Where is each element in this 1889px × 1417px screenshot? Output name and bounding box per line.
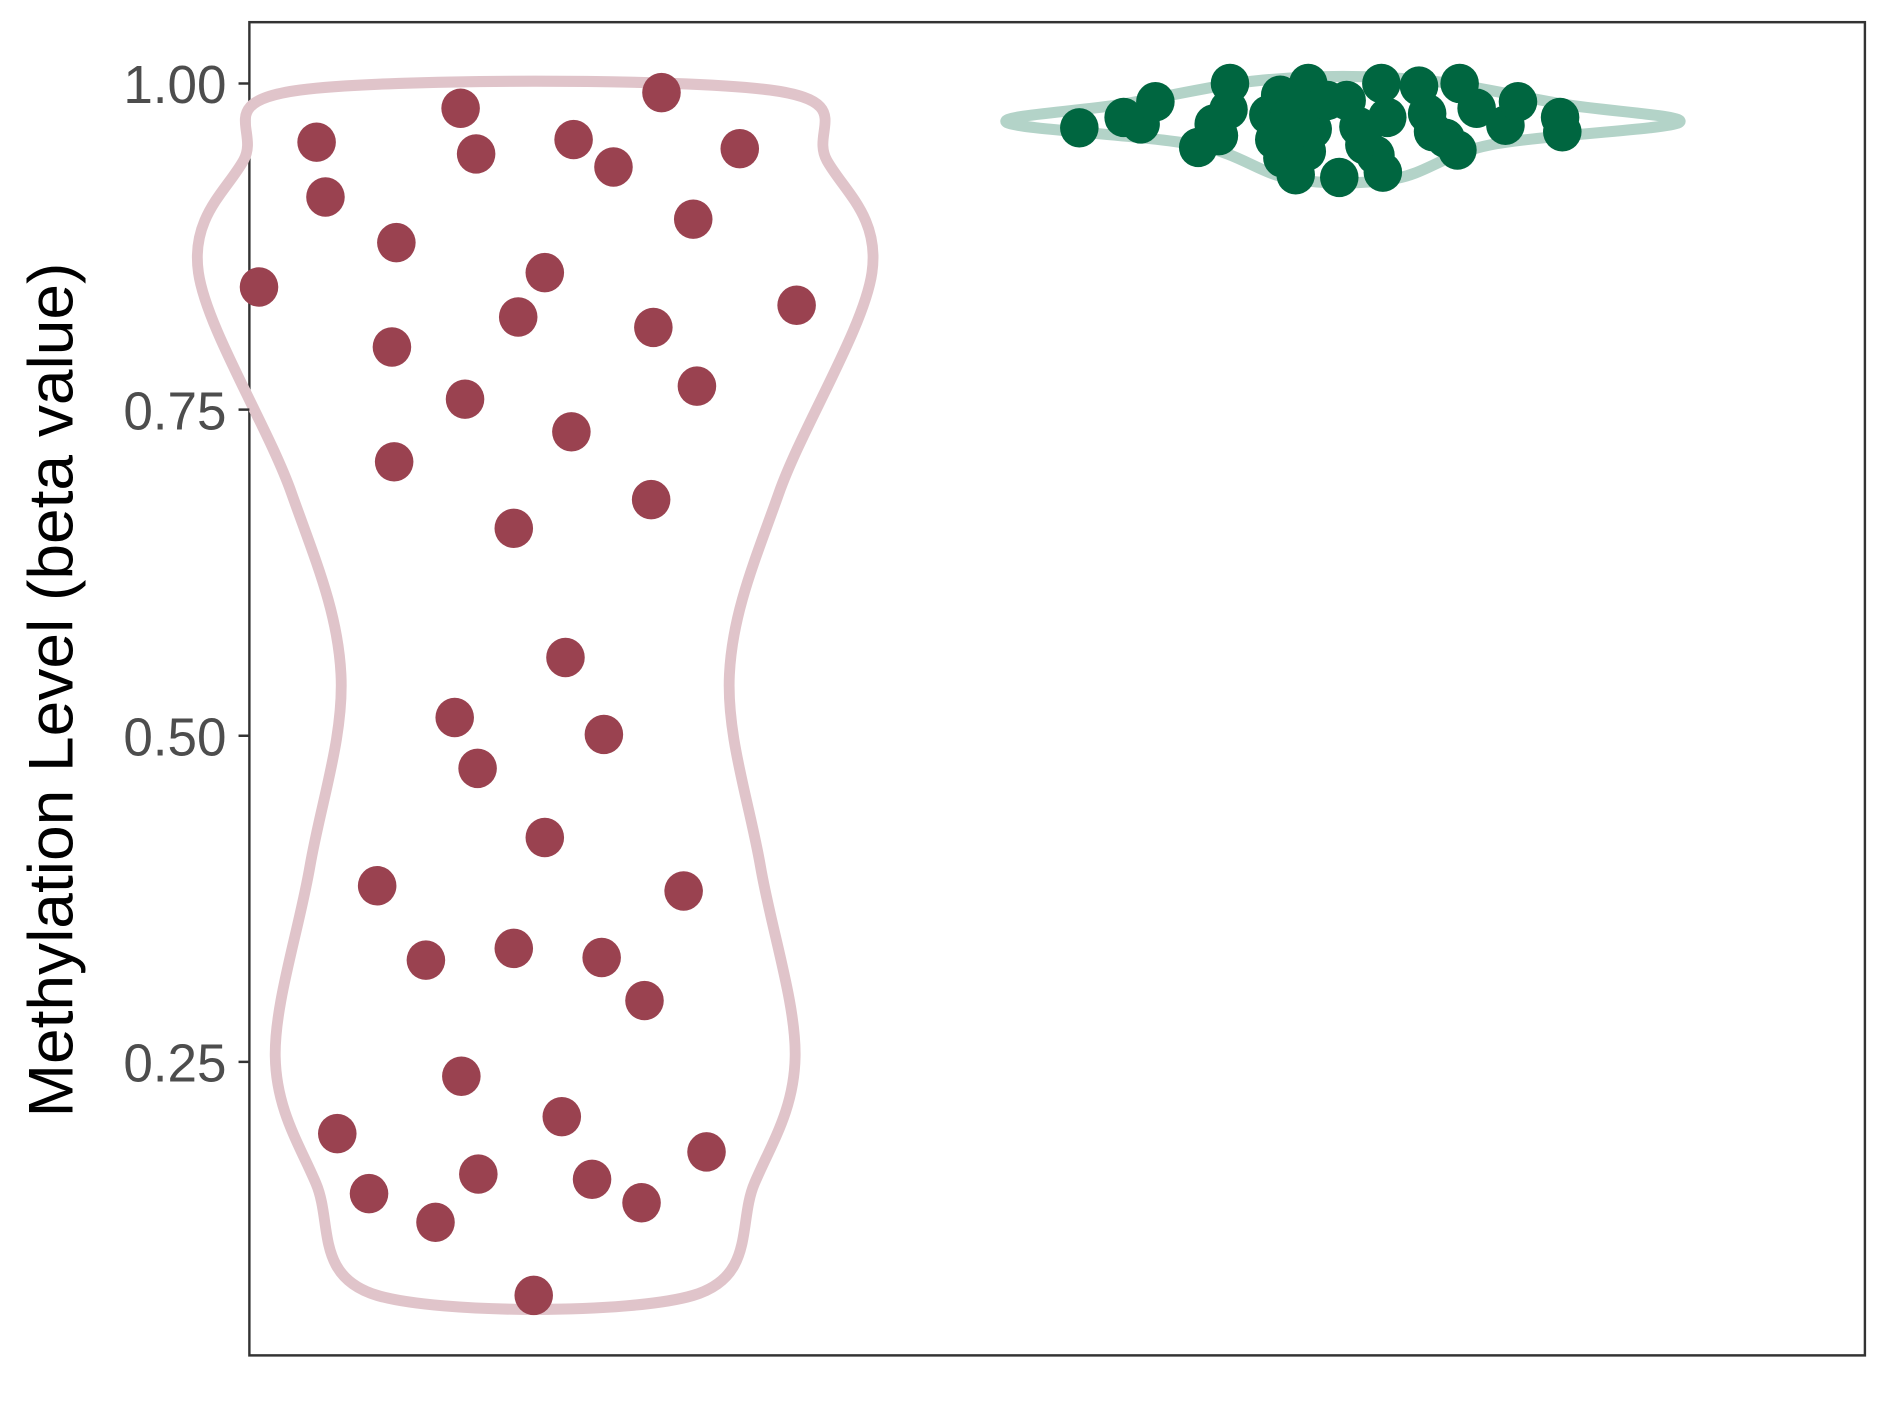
- data-point: [1543, 112, 1582, 152]
- data-point: [1275, 102, 1315, 143]
- data-point: [525, 817, 565, 858]
- data-points: [239, 63, 1582, 1316]
- data-point: [582, 937, 621, 978]
- y-axis: 0.25 0.50 0.75 1.00: [123, 55, 250, 1094]
- data-point: [435, 697, 474, 738]
- data-point: [357, 866, 397, 906]
- data-point: [498, 297, 538, 337]
- y-tick-label: 0.50: [123, 707, 226, 768]
- data-point: [554, 119, 593, 160]
- data-point: [622, 1183, 661, 1223]
- data-point: [594, 147, 633, 187]
- data-point: [542, 1096, 582, 1137]
- data-point: [514, 1275, 553, 1316]
- data-point: [239, 267, 279, 307]
- data-point: [625, 980, 664, 1021]
- data-point: [494, 508, 534, 549]
- data-point: [1210, 63, 1250, 104]
- data-point: [459, 1154, 498, 1194]
- y-tick-label: 1.00: [123, 55, 226, 116]
- violin-outline-1: [191, 75, 879, 1315]
- plot-panel: [248, 20, 1867, 1357]
- data-point: [318, 1113, 357, 1154]
- data-point: [664, 871, 703, 911]
- y-axis-title: Methylation Level (beta value): [17, 263, 86, 1118]
- data-point: [552, 412, 591, 452]
- data-point: [406, 940, 446, 980]
- data-point: [458, 748, 497, 789]
- data-point: [1060, 108, 1099, 148]
- data-point: [677, 366, 717, 406]
- data-point: [494, 928, 534, 969]
- data-point: [306, 177, 345, 217]
- data-point: [584, 714, 624, 755]
- data-point: [349, 1173, 389, 1214]
- data-point: [1363, 152, 1403, 192]
- data-point: [642, 72, 681, 113]
- data-point: [720, 129, 760, 169]
- data-point: [372, 327, 412, 367]
- y-tick-label: 0.25: [123, 1033, 226, 1094]
- data-point: [442, 1056, 481, 1096]
- data-point: [546, 637, 585, 678]
- data-point: [687, 1132, 726, 1172]
- data-point: [572, 1159, 612, 1199]
- data-point: [1136, 82, 1175, 122]
- data-point: [374, 442, 414, 482]
- data-point: [673, 199, 713, 239]
- data-point: [441, 88, 480, 128]
- data-point: [456, 134, 496, 174]
- data-point: [377, 222, 416, 263]
- data-point: [1367, 97, 1407, 138]
- data-point: [1319, 157, 1359, 198]
- data-point: [1438, 130, 1477, 170]
- data-point: [297, 122, 336, 162]
- data-point: [777, 285, 816, 325]
- data-point: [1498, 82, 1538, 122]
- data-point: [1457, 88, 1496, 128]
- data-point: [631, 479, 671, 520]
- data-point: [445, 379, 485, 419]
- data-point: [634, 307, 673, 348]
- data-point: [416, 1202, 455, 1243]
- data-point: [525, 252, 565, 293]
- data-point: [1362, 63, 1401, 104]
- y-tick-label: 0.75: [123, 381, 226, 442]
